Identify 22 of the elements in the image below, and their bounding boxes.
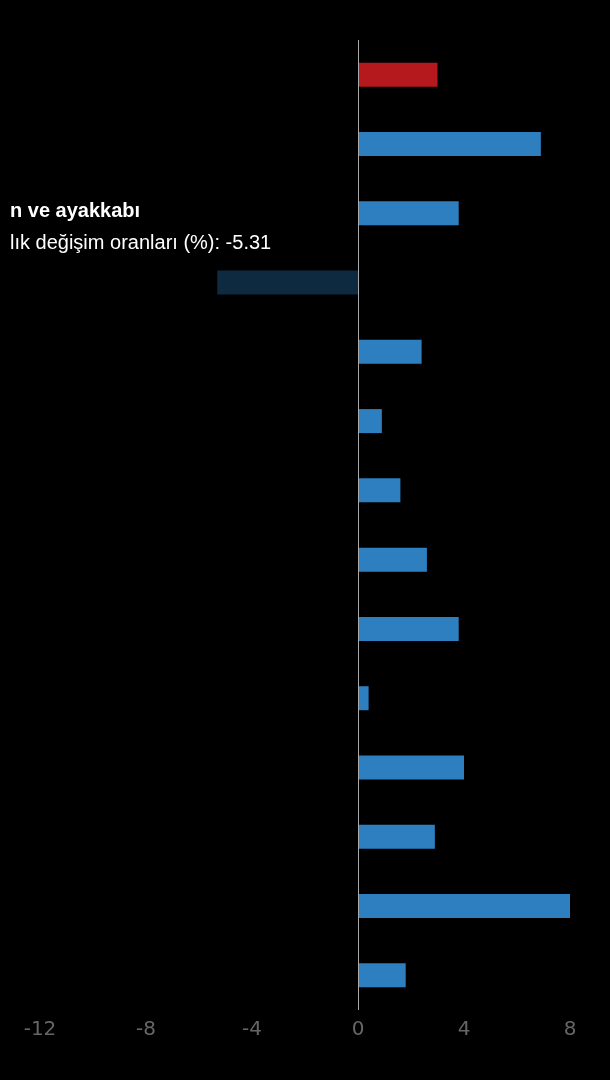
bar (358, 547, 427, 572)
annotation: n ve ayakkabı (10, 199, 141, 221)
bar (358, 131, 541, 156)
bar (358, 478, 401, 503)
bar (358, 339, 422, 364)
x-tick-label: -12 (23, 1016, 57, 1040)
bar (358, 616, 459, 641)
bar (358, 686, 369, 711)
bar (358, 824, 435, 849)
bar (358, 755, 464, 780)
bar (358, 963, 406, 988)
bar (358, 62, 438, 87)
bar (358, 409, 382, 434)
bar (358, 894, 570, 919)
bar (358, 201, 459, 226)
x-tick-label: 8 (563, 1016, 577, 1040)
bar (217, 270, 358, 295)
x-tick-label: 0 (351, 1016, 365, 1040)
x-tick-label: -8 (136, 1016, 156, 1040)
x-tick-label: 4 (457, 1016, 471, 1040)
annotation: lık değişim oranları (%): -5.31 (10, 231, 272, 253)
x-tick-label: -4 (242, 1016, 262, 1040)
